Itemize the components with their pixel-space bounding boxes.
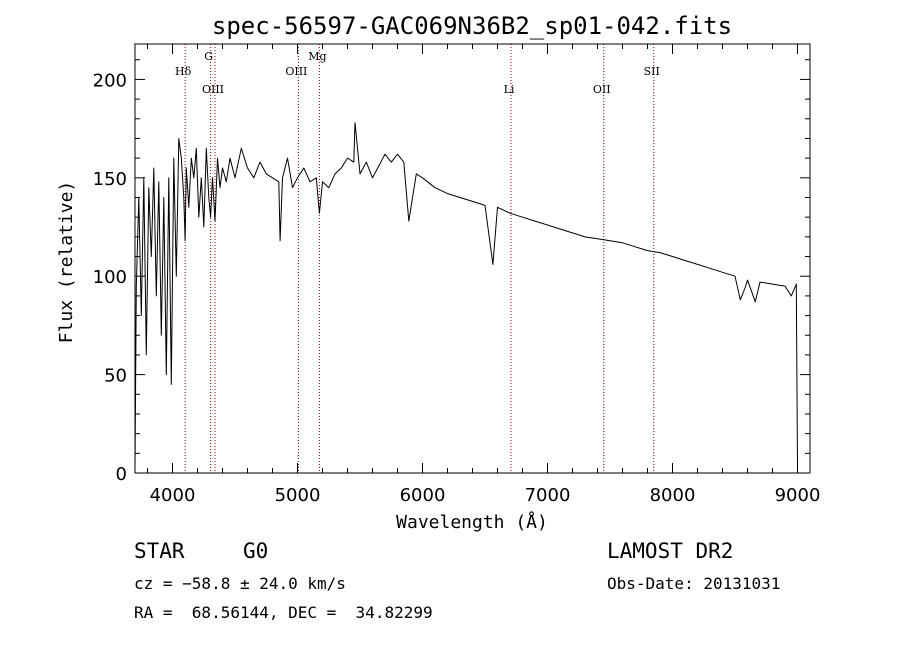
y-tick-label: 150: [93, 169, 127, 190]
marker-label: Li: [504, 83, 515, 96]
marker-label: OII: [593, 83, 611, 96]
object-type: STAR: [134, 539, 185, 563]
chart-title: spec-56597-GAC069N36B2_sp01-042.fits: [212, 12, 732, 40]
marker-label: Mg: [308, 50, 326, 63]
x-tick-label: 7000: [525, 485, 571, 506]
y-tick-label: 200: [93, 70, 127, 91]
marker-label: G: [204, 50, 213, 63]
y-axis-ticks: 0 50 100 150 200: [93, 59, 810, 485]
x-tick-label: 5000: [275, 485, 321, 506]
x-axis-label: Wavelength (Å): [396, 511, 548, 533]
x-tick-label: 4000: [150, 485, 196, 506]
coordinates: RA = 68.56144, DEC = 34.82299: [134, 603, 433, 622]
y-axis-label: Flux (relative): [56, 181, 77, 344]
y-tick-label: 50: [104, 366, 127, 387]
x-axis-ticks: 4000 5000 6000 7000 8000 9000: [147, 44, 821, 506]
plot-frame: [134, 43, 811, 474]
spectrum-line: [134, 122, 798, 470]
marker-label: SII: [644, 65, 660, 78]
y-tick-label: 0: [116, 464, 127, 485]
marker-label: OIII: [202, 83, 224, 96]
x-tick-label: 6000: [400, 485, 446, 506]
x-tick-label: 8000: [650, 485, 696, 506]
redshift-line: cz = −58.8 ± 24.0 km/s: [134, 574, 346, 593]
spectral-subclass: G0: [243, 539, 269, 563]
series-group: [134, 122, 798, 470]
survey-name: LAMOST DR2: [607, 539, 734, 563]
y-tick-label: 100: [93, 267, 127, 288]
marker-label: OIII: [285, 65, 307, 78]
marker-label: Hδ: [175, 65, 192, 78]
obs-date: Obs-Date: 20131031: [607, 574, 781, 593]
x-tick-label: 9000: [775, 485, 821, 506]
